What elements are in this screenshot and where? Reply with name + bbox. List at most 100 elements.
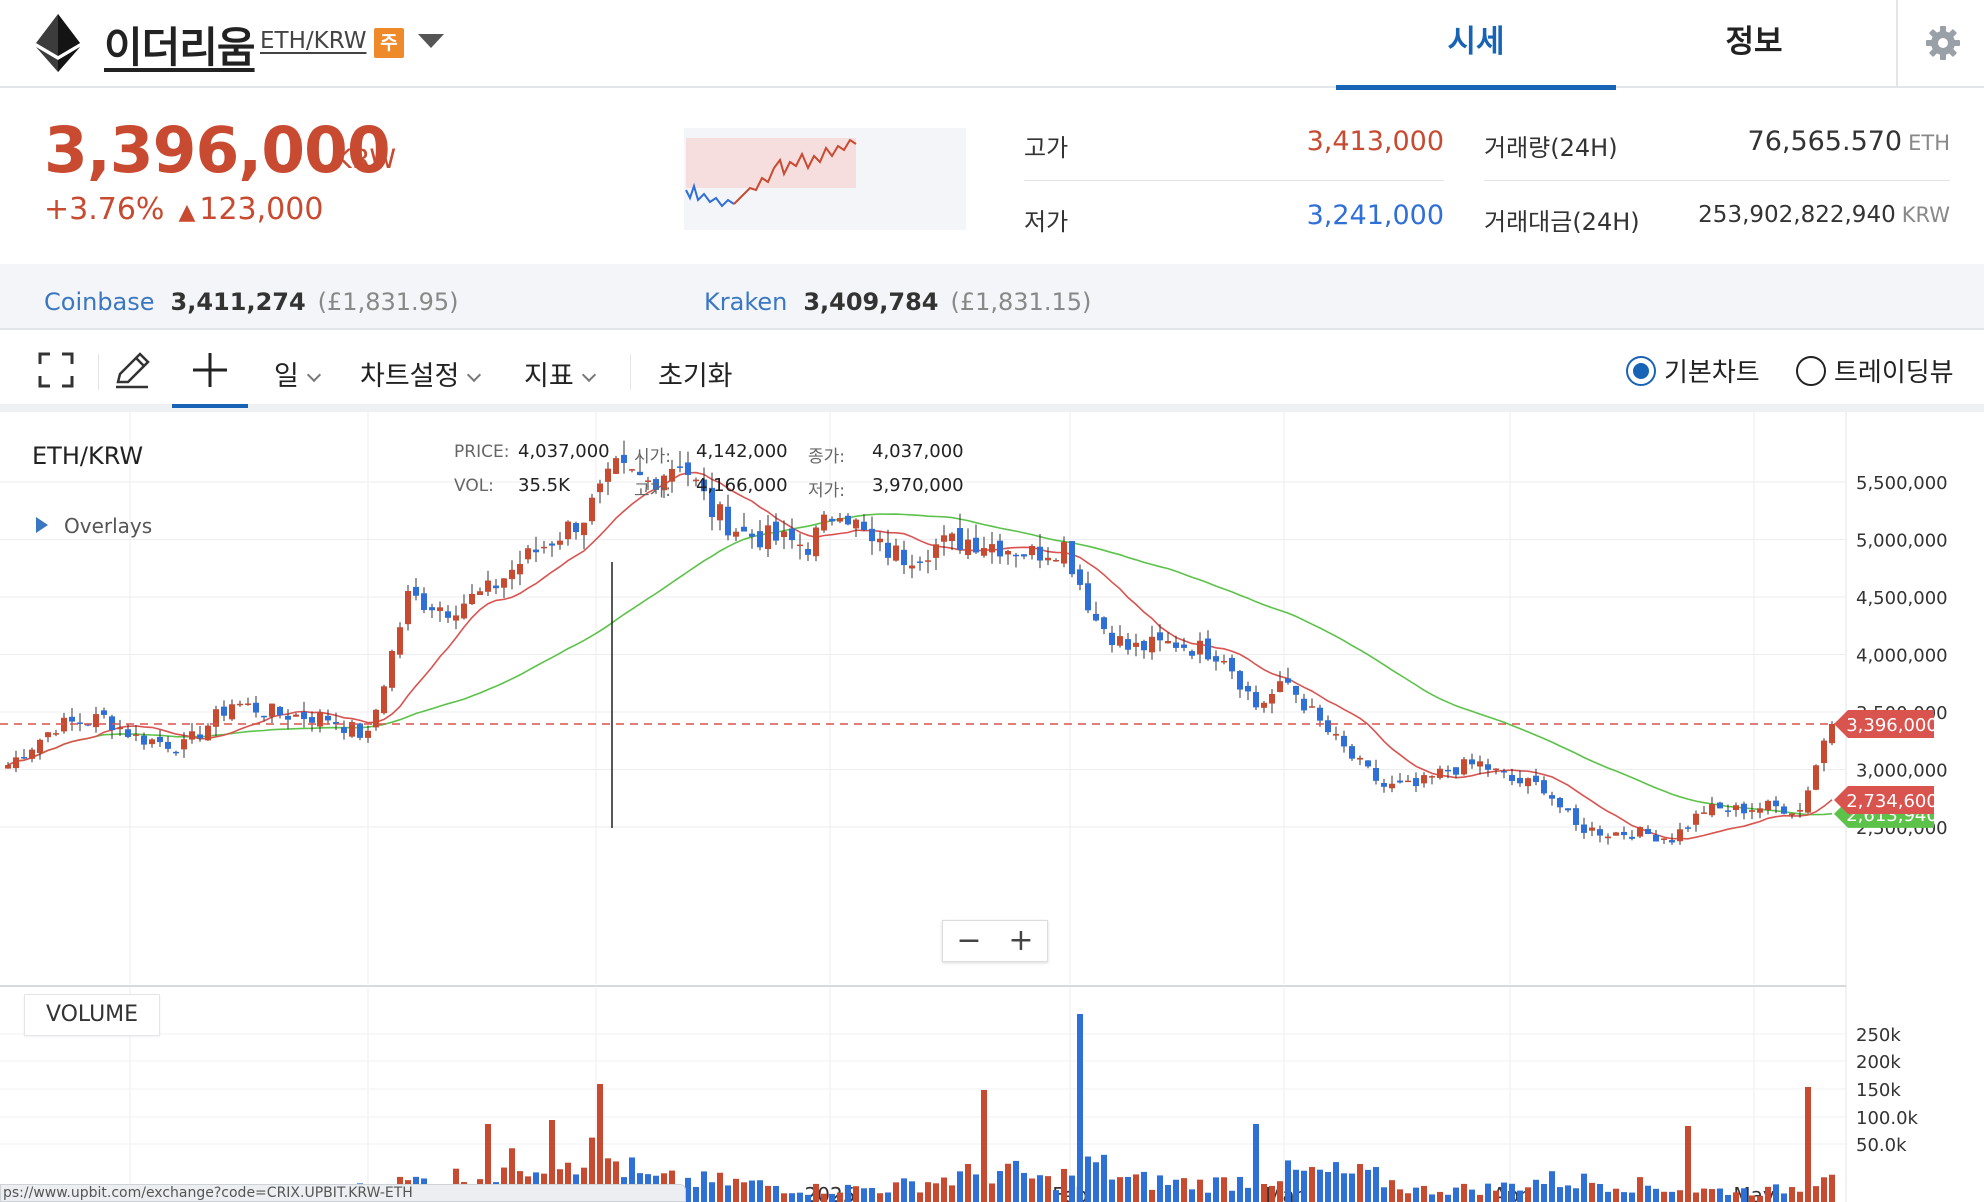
interval-label: 일 (274, 361, 299, 392)
reset-button[interactable]: 초기화 (658, 361, 733, 392)
mini-trend-chart (684, 128, 966, 230)
volume-bar (613, 1161, 619, 1202)
volume-bar (741, 1182, 747, 1202)
candle-body (997, 540, 1003, 557)
crosshair-button[interactable] (172, 332, 248, 408)
volume-bar (949, 1185, 955, 1202)
volume-bar (1765, 1186, 1771, 1202)
chart-area[interactable]: 5,500,0005,000,0004,500,0004,000,0003,50… (0, 412, 1984, 1202)
candle-body (125, 729, 131, 737)
candle-body (1101, 617, 1107, 630)
candle-body (445, 611, 451, 618)
candle-body (229, 704, 235, 720)
radio-basic-chart[interactable]: 기본차트 (1626, 352, 1760, 389)
price-change: +3.76% ▲ 123,000 (44, 192, 323, 227)
candle-body (1133, 642, 1139, 647)
price-chart[interactable]: 5,500,0005,000,0004,500,0004,000,0003,50… (0, 412, 1984, 1202)
candle-body (1237, 671, 1243, 690)
volume-bar (1677, 1190, 1683, 1202)
exchange-name[interactable]: Coinbase (44, 288, 155, 316)
candle-body (1677, 829, 1683, 842)
volume-bar (1805, 1087, 1811, 1202)
indicators-dropdown[interactable]: 지표 (524, 354, 596, 393)
candle-body (1429, 776, 1435, 778)
candle-body (1453, 767, 1459, 775)
candle-body (621, 454, 627, 463)
volume-bar (1613, 1188, 1619, 1202)
overlays-toggle[interactable]: Overlays (36, 514, 152, 538)
radio-selected-icon (1626, 355, 1656, 386)
interval-dropdown[interactable]: 일 (274, 354, 321, 393)
volume-bar (1333, 1162, 1339, 1202)
volume-bar (981, 1090, 987, 1202)
info-open-label: 시가: (634, 447, 672, 467)
zoom-in-button[interactable]: + (1008, 923, 1034, 958)
candle-body (517, 564, 523, 575)
low-label: 저가 (1024, 208, 1069, 236)
candle-body (373, 709, 379, 728)
volume-bar (925, 1182, 931, 1202)
volume-tick-label: 150k (1856, 1080, 1901, 1101)
candle-body (917, 561, 923, 563)
exchange-kraken: Kraken 3,409,784 (£1,831.15) (704, 288, 1091, 316)
candle-body (173, 751, 179, 754)
candle-body (1469, 759, 1475, 765)
candle-body (741, 526, 747, 532)
candle-body (861, 521, 867, 531)
volume-bar (1109, 1179, 1115, 1202)
candle-body (1573, 808, 1579, 825)
candle-body (93, 714, 99, 728)
candle-body (1821, 740, 1827, 764)
chart-settings-label: 차트설정 (360, 361, 460, 392)
ma-short-tag: 2,734,600 (1846, 791, 1938, 812)
candle-body (77, 722, 83, 724)
price-tick-label: 3,000,000 (1856, 761, 1948, 782)
volume-bar (789, 1193, 795, 1202)
divider (98, 354, 99, 390)
info-open: 4,142,000 (696, 441, 788, 462)
volume-bar (1301, 1170, 1307, 1202)
chevron-down-icon (467, 367, 482, 383)
volume-bar (1397, 1189, 1403, 1202)
volume-bar (1749, 1195, 1755, 1202)
candle-body (285, 715, 291, 720)
chart-settings-dropdown[interactable]: 차트설정 (360, 354, 482, 393)
volume-bar (1141, 1171, 1147, 1202)
candle-body (1093, 613, 1099, 621)
info-vol: 35.5K (518, 475, 570, 496)
volume-bar (837, 1192, 843, 1202)
candle-body (269, 703, 275, 717)
candle-body (1029, 545, 1035, 556)
coin-pair[interactable]: ETH/KRW (260, 28, 367, 54)
volume-bar (1253, 1124, 1259, 1202)
candle-body (1541, 780, 1547, 794)
candle-body (565, 521, 571, 540)
play-triangle-icon (36, 517, 48, 533)
volume-bar (1709, 1189, 1715, 1202)
candle-body (405, 590, 411, 625)
candle-body (1077, 569, 1083, 585)
candle-body (501, 578, 507, 588)
candle-body (509, 569, 515, 580)
candle-body (1325, 720, 1331, 733)
zoom-out-button[interactable]: − (956, 923, 982, 958)
radio-unselected-icon (1796, 355, 1826, 386)
candle-body (301, 711, 307, 720)
exchange-name[interactable]: Kraken (704, 288, 788, 316)
exchange-prices: Coinbase 3,411,274 (£1,831.95) Kraken 3,409… (0, 264, 1984, 330)
coin-dropdown-icon[interactable] (418, 34, 444, 48)
radio-tradingview[interactable]: 트레이딩뷰 (1796, 352, 1954, 389)
fullscreen-icon[interactable] (38, 352, 74, 388)
candle-body (1141, 640, 1147, 651)
coin-name[interactable]: 이더리움 (104, 23, 256, 72)
pencil-draw-icon[interactable] (112, 350, 152, 390)
volume-bar (877, 1193, 883, 1202)
candle-body (1709, 804, 1715, 816)
tab-info[interactable]: 정보 (1725, 24, 1783, 60)
tab-price[interactable]: 시세 (1336, 0, 1616, 90)
candle-body (1213, 656, 1219, 662)
volume-number: 76,565.570 (1747, 126, 1903, 157)
settings-button[interactable] (1896, 0, 1984, 88)
candle-body (957, 527, 963, 551)
candle-body (1509, 775, 1515, 781)
